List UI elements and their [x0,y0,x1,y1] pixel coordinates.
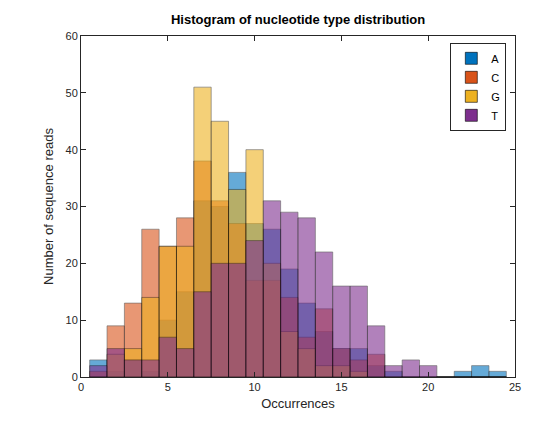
svg-text:10: 10 [66,314,78,326]
svg-text:G: G [491,91,500,103]
svg-text:T: T [491,110,498,122]
svg-text:20: 20 [422,381,434,393]
svg-text:30: 30 [66,200,78,212]
svg-text:Histogram of nucleotide type d: Histogram of nucleotide type distributio… [171,12,425,27]
svg-text:25: 25 [509,381,521,393]
svg-text:Number of sequence reads: Number of sequence reads [41,128,56,285]
svg-text:15: 15 [335,381,347,393]
svg-text:40: 40 [66,144,78,156]
svg-text:0: 0 [72,371,78,383]
svg-text:50: 50 [66,87,78,99]
svg-text:20: 20 [66,257,78,269]
svg-text:10: 10 [248,381,260,393]
svg-text:5: 5 [165,381,171,393]
svg-text:Occurrences: Occurrences [261,396,335,411]
svg-text:C: C [491,72,499,84]
svg-text:A: A [491,53,499,65]
svg-text:60: 60 [66,30,78,42]
svg-text:0: 0 [78,381,84,393]
